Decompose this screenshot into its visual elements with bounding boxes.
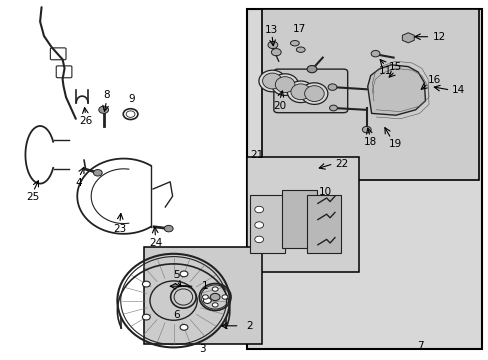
Text: 1: 1	[202, 281, 208, 291]
Ellipse shape	[180, 324, 187, 330]
Text: 11: 11	[378, 66, 391, 76]
Circle shape	[254, 236, 263, 243]
Ellipse shape	[203, 298, 211, 303]
Ellipse shape	[142, 314, 150, 320]
Circle shape	[202, 295, 208, 299]
Text: 6: 6	[173, 310, 180, 320]
Text: 12: 12	[431, 32, 445, 42]
Circle shape	[93, 170, 102, 176]
Bar	[246, 157, 359, 272]
FancyBboxPatch shape	[273, 69, 347, 113]
FancyBboxPatch shape	[282, 190, 316, 248]
Circle shape	[370, 50, 379, 57]
Ellipse shape	[275, 77, 294, 93]
Text: 26: 26	[79, 116, 92, 126]
Circle shape	[254, 222, 263, 228]
Polygon shape	[367, 65, 425, 115]
Ellipse shape	[259, 70, 285, 92]
Circle shape	[99, 106, 108, 113]
Text: 16: 16	[427, 75, 440, 85]
Text: 13: 13	[264, 24, 278, 35]
Circle shape	[271, 49, 281, 56]
Circle shape	[254, 206, 263, 213]
Bar	[261, 9, 478, 180]
Text: 18: 18	[363, 137, 376, 147]
Text: 2: 2	[245, 321, 252, 331]
FancyBboxPatch shape	[306, 195, 341, 253]
Text: 22: 22	[335, 159, 348, 169]
Text: 5: 5	[173, 270, 180, 280]
Text: 10: 10	[318, 186, 331, 197]
Circle shape	[306, 66, 316, 73]
Circle shape	[222, 295, 227, 299]
Ellipse shape	[301, 83, 327, 104]
Text: 20: 20	[273, 101, 285, 111]
Bar	[144, 247, 261, 344]
Ellipse shape	[287, 81, 313, 103]
Ellipse shape	[142, 281, 150, 287]
Circle shape	[362, 126, 370, 133]
Text: 17: 17	[292, 24, 305, 34]
Ellipse shape	[262, 73, 282, 89]
Text: 7: 7	[416, 341, 423, 351]
Text: 25: 25	[26, 192, 40, 202]
Text: 21: 21	[249, 150, 263, 160]
Text: 24: 24	[148, 238, 162, 248]
Ellipse shape	[290, 40, 299, 46]
Circle shape	[267, 41, 277, 49]
Ellipse shape	[271, 74, 298, 95]
Ellipse shape	[290, 84, 310, 100]
Circle shape	[212, 303, 218, 307]
Text: 4: 4	[76, 178, 82, 188]
Circle shape	[210, 293, 220, 301]
Text: 8: 8	[103, 90, 110, 100]
Text: 3: 3	[199, 344, 206, 354]
Circle shape	[164, 225, 173, 232]
Text: 19: 19	[387, 139, 401, 149]
Circle shape	[327, 84, 336, 90]
Circle shape	[329, 105, 337, 111]
Ellipse shape	[296, 47, 305, 52]
Circle shape	[212, 287, 218, 291]
Text: 23: 23	[113, 224, 126, 234]
Text: 14: 14	[451, 85, 465, 95]
Ellipse shape	[304, 86, 324, 102]
Bar	[246, 9, 481, 349]
FancyBboxPatch shape	[250, 195, 285, 253]
Text: 15: 15	[387, 62, 401, 72]
Ellipse shape	[180, 271, 187, 277]
Text: 9: 9	[128, 94, 135, 104]
